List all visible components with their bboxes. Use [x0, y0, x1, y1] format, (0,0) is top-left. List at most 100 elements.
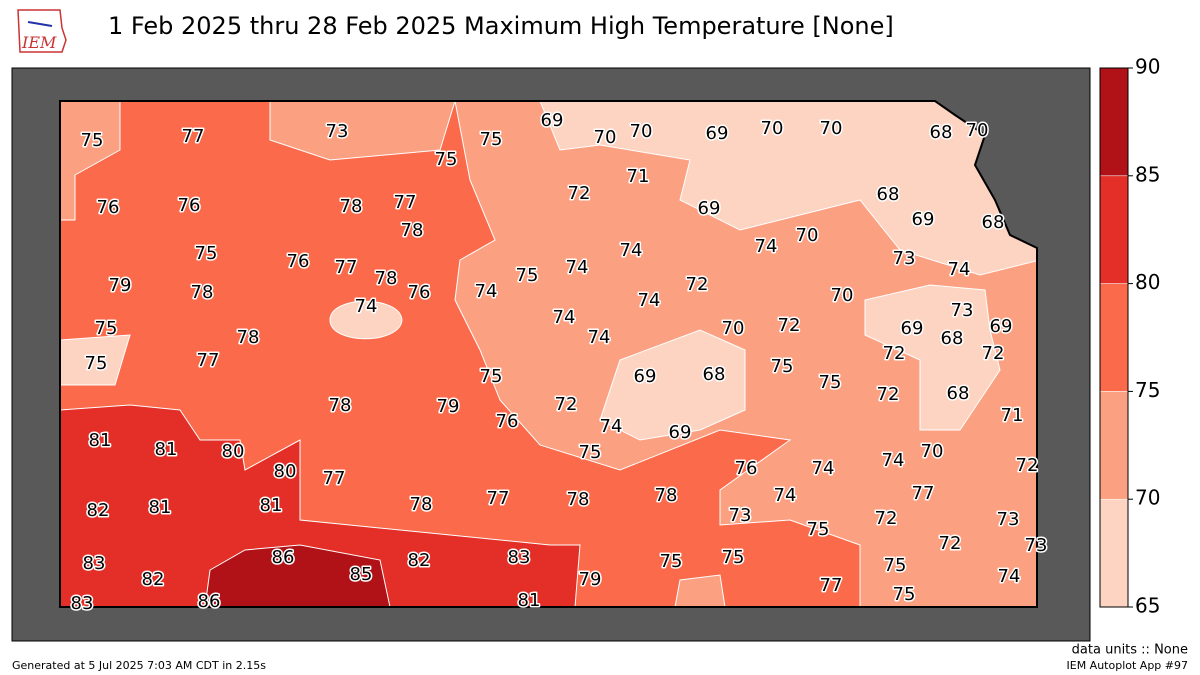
station-value: 79	[579, 569, 602, 590]
station-value: 77	[335, 257, 358, 278]
station-value: 76	[178, 195, 201, 216]
station-value: 75	[579, 442, 602, 463]
station-value: 68	[982, 212, 1005, 233]
station-value: 77	[912, 483, 935, 504]
station-value: 78	[340, 196, 363, 217]
station-value: 81	[518, 590, 541, 611]
contour-65-70	[60, 101, 1037, 441]
station-labels: 75 77 73 75 75 69 70 70 69 70 70 68 70 76 76 78 77 78 72 71…	[69, 109, 1049, 616]
station-value: 76	[496, 411, 519, 432]
station-value: 78	[401, 220, 424, 241]
station-value: 74	[755, 236, 778, 257]
station-value: 74	[998, 566, 1021, 587]
station-value: 74	[355, 296, 378, 317]
contour-fills	[60, 101, 1037, 607]
station-value: 81	[260, 495, 283, 516]
station-value: 75	[81, 130, 104, 151]
station-value: 70	[921, 441, 944, 462]
station-value: 75	[819, 372, 842, 393]
station-value: 69	[541, 110, 564, 131]
app-note: IEM Autoplot App #97	[1067, 659, 1189, 672]
station-value: 82	[142, 569, 165, 590]
station-value: 68	[941, 328, 964, 349]
station-value: 71	[1001, 405, 1024, 426]
station-value: 78	[375, 268, 398, 289]
station-value: 77	[487, 488, 510, 509]
colorbar-tick-label: 85	[1135, 162, 1160, 186]
station-value: 78	[567, 489, 590, 510]
station-value: 82	[408, 550, 431, 571]
station-value: 83	[508, 547, 531, 568]
station-value: 73	[951, 300, 974, 321]
station-value: 81	[89, 430, 112, 451]
station-value: 69	[990, 316, 1013, 337]
colorbar-tick-label: 90	[1135, 55, 1160, 79]
station-value: 70	[966, 120, 989, 141]
colorbar: 65 70 75 80 85 90	[1099, 55, 1160, 618]
station-value: 74	[566, 257, 589, 278]
station-value: 70	[761, 118, 784, 139]
station-value: 83	[71, 593, 94, 614]
station-value: 70	[796, 225, 819, 246]
generated-note: Generated at 5 Jul 2025 7:03 AM CDT in 2…	[12, 659, 266, 672]
station-value: 70	[831, 285, 854, 306]
station-value: 81	[149, 497, 172, 518]
station-value: 83	[83, 553, 106, 574]
station-value: 74	[475, 281, 498, 302]
station-value: 73	[326, 121, 349, 142]
colorbar-band	[1099, 283, 1129, 392]
station-value: 85	[350, 564, 373, 585]
station-value: 69	[706, 123, 729, 144]
station-value: 75	[480, 129, 503, 150]
colorbar-band	[1099, 498, 1129, 608]
station-value: 75	[884, 555, 907, 576]
station-value: 76	[97, 197, 120, 218]
station-value: 78	[191, 282, 214, 303]
station-value: 72	[939, 533, 962, 554]
logo-text: IEM	[21, 33, 57, 52]
station-value: 70	[820, 118, 843, 139]
colorbar-band	[1099, 391, 1129, 500]
colorbar-tick-label: 80	[1135, 270, 1160, 294]
station-value: 86	[198, 591, 221, 612]
station-value: 79	[109, 275, 132, 296]
station-value: 76	[287, 251, 310, 272]
station-value: 72	[875, 508, 898, 529]
contour-70-75	[60, 101, 1037, 607]
station-value: 74	[948, 259, 971, 280]
station-value: 75	[660, 551, 683, 572]
station-value: 68	[947, 383, 970, 404]
station-value: 72	[982, 343, 1005, 364]
station-value: 72	[778, 315, 801, 336]
station-value: 70	[594, 127, 617, 148]
station-value: 72	[568, 183, 591, 204]
station-value: 76	[408, 282, 431, 303]
station-value: 75	[85, 353, 108, 374]
station-value: 68	[703, 364, 726, 385]
colorbar-tick-label: 65	[1135, 594, 1160, 618]
station-value: 75	[95, 318, 118, 339]
station-value: 81	[155, 439, 178, 460]
station-value: 71	[627, 166, 650, 187]
station-value: 74	[774, 485, 797, 506]
station-value: 70	[630, 121, 653, 142]
station-value: 78	[329, 395, 352, 416]
map-title: 1 Feb 2025 thru 28 Feb 2025 Maximum High…	[108, 12, 894, 40]
station-value: 73	[997, 509, 1020, 530]
station-value: 74	[882, 450, 905, 471]
station-value: 75	[722, 547, 745, 568]
station-value: 78	[410, 494, 433, 515]
colorbar-tick-label: 75	[1135, 378, 1160, 402]
station-value: 78	[655, 485, 678, 506]
station-value: 77	[323, 468, 346, 489]
colorbar-band	[1099, 175, 1129, 284]
station-value: 68	[930, 122, 953, 143]
station-value: 77	[197, 350, 220, 371]
station-value: 69	[901, 318, 924, 339]
station-value: 75	[893, 584, 916, 605]
units-note: data units :: None	[1072, 643, 1188, 658]
station-value: 70	[722, 318, 745, 339]
colorbar-tick-label: 70	[1135, 486, 1160, 510]
station-value: 72	[555, 394, 578, 415]
